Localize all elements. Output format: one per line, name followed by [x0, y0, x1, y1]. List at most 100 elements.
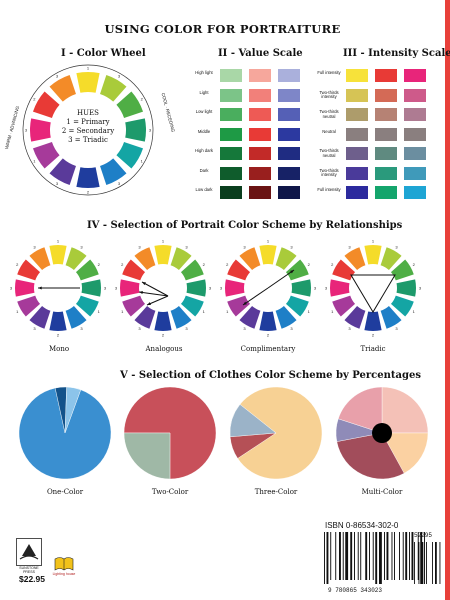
relationship-wheel-2-segment	[122, 259, 146, 281]
value-swatch	[249, 166, 271, 180]
relationship-wheel-3-number: 2	[267, 332, 270, 337]
value-swatch	[249, 88, 271, 102]
barcode-bar	[372, 532, 374, 580]
relationship-wheel-1-number: 1	[16, 309, 19, 314]
value-swatch	[220, 108, 242, 121]
relationship-wheel-4-segment	[364, 245, 382, 265]
relationship-wheel-3-number: 3	[290, 326, 293, 331]
pie-slice	[336, 432, 405, 480]
big-wheel-number: 2	[33, 96, 36, 101]
pie-slice	[337, 386, 383, 434]
relationship-wheel-1-segment	[17, 295, 41, 317]
intensity-swatch	[375, 166, 397, 180]
relationship-wheel-1-number: 3	[10, 285, 13, 290]
barcode-bar	[345, 532, 349, 580]
intensity-swatch	[404, 186, 426, 199]
relationship-wheel-1-number: 1	[98, 309, 101, 314]
relationship-wheel-3-number: 1	[308, 309, 311, 314]
relationship-wheel-1-number: 2	[16, 262, 19, 267]
relationship-wheel-3-number: 3	[243, 326, 246, 331]
relationship-wheel-1-segment	[75, 259, 99, 281]
big-wheel-segment	[30, 118, 51, 142]
barcode-bar	[357, 532, 359, 580]
barcode-bar	[411, 532, 414, 580]
barcode-bar	[420, 532, 423, 584]
clothes-section-title: V - Selection of Clothes Color Scheme by…	[120, 370, 421, 381]
relationship-wheel-4-segment	[380, 247, 402, 271]
relationship-wheel-1-number: 3	[80, 326, 83, 331]
big-wheel-segment	[76, 72, 100, 93]
relationship-wheel-3-segment	[275, 247, 297, 271]
value-swatch	[249, 147, 271, 160]
value-swatch	[220, 127, 242, 141]
intensity-row-label: Full intensity	[317, 70, 341, 75]
value-swatch	[278, 147, 300, 160]
relationship-wheel-1-number: 2	[57, 332, 60, 337]
relationship-wheel-4-number: 3	[395, 245, 398, 250]
barcode-bar	[417, 532, 419, 580]
barcode-bar	[386, 532, 389, 580]
two-color-caption: Two-Color	[151, 488, 189, 496]
value-row-label: Middle	[197, 128, 211, 134]
multi-color-center-dot	[372, 423, 392, 443]
relationship-wheel-4-number: 2	[372, 332, 375, 337]
barcode-bar	[350, 532, 353, 580]
intensity-swatch	[346, 69, 368, 82]
barcode-addon-bar	[421, 542, 424, 584]
relationship-wheel-4-number: 2	[413, 262, 416, 267]
relationship-wheels: 1 3 2 3 1 3 2 3 1 3 2 3 1 3 2 3 1 3 2 3 1 3 2 3 1 3 2 3 1 3 2 3 1 3 2 3 1 3 2 3…	[10, 238, 422, 337]
value-swatch	[220, 186, 242, 199]
relationship-wheel-1-segment	[29, 305, 51, 329]
barcode-bar	[335, 532, 337, 580]
value-swatch	[220, 69, 242, 82]
value-swatch	[278, 108, 300, 121]
intensity-row-label: Two-thirds intensity	[319, 167, 339, 178]
barcode-bar	[360, 532, 362, 580]
pie-slice	[64, 386, 82, 434]
relationship-wheel-3-segment	[259, 311, 277, 331]
barcode-bar	[330, 532, 332, 580]
intensity-swatch	[346, 88, 368, 102]
big-wheel-number: 1	[33, 158, 36, 163]
relationship-wheel-2-segment	[170, 305, 192, 329]
relationship-wheel-2-segment	[134, 305, 156, 329]
analogous-arrow-head	[147, 302, 151, 305]
barcode-bar	[342, 532, 344, 580]
intensity-swatch	[346, 186, 368, 199]
value-swatch	[278, 69, 300, 82]
relationship-wheel-3-number: 1	[267, 238, 270, 243]
intensity-swatch	[404, 147, 426, 160]
relationship-wheel-4-segment	[332, 295, 356, 317]
relationship-wheel-4-number: 1	[331, 309, 334, 314]
big-wheel-number: 3	[118, 74, 121, 79]
relationship-wheel-2-number: 1	[121, 309, 124, 314]
value-swatch	[220, 88, 242, 102]
value-row-label: Low light	[195, 109, 213, 114]
relationship-wheel-4-segment	[396, 279, 417, 297]
intensity-row-label: Two-thirds intensity	[319, 89, 339, 100]
big-wheel-segment	[49, 74, 76, 102]
intensity-swatch	[375, 108, 397, 121]
big-wheel-segment	[116, 91, 144, 118]
relationship-wheel-2-segment	[154, 311, 172, 331]
relationship-wheel-1-segment	[49, 311, 67, 331]
color-wheel-section-title: I - Color Wheel	[61, 48, 146, 59]
relationship-wheel-3-segment	[227, 295, 251, 317]
analogous-caption: Analogous	[145, 345, 183, 353]
triadic-triangle	[350, 274, 396, 313]
big-wheel-number: 1	[87, 65, 90, 70]
relationship-wheel-4-segment	[390, 259, 414, 281]
hues-heading: HUES	[77, 109, 99, 117]
value-swatch	[278, 166, 300, 180]
intensity-swatch	[346, 147, 368, 160]
relationship-wheel-2-segment	[134, 247, 156, 271]
price: $22.95	[19, 574, 45, 584]
relationship-wheel-4-segment	[344, 247, 366, 271]
intensity-swatch	[375, 147, 397, 160]
intensity-swatch	[404, 108, 426, 121]
relationship-wheel-1-segment	[75, 295, 99, 317]
barcode-bar	[326, 532, 329, 584]
relationship-wheel-2-segment	[154, 245, 172, 265]
relationship-wheel-4-number: 1	[413, 309, 416, 314]
relationship-wheel-4-segment	[332, 259, 356, 281]
